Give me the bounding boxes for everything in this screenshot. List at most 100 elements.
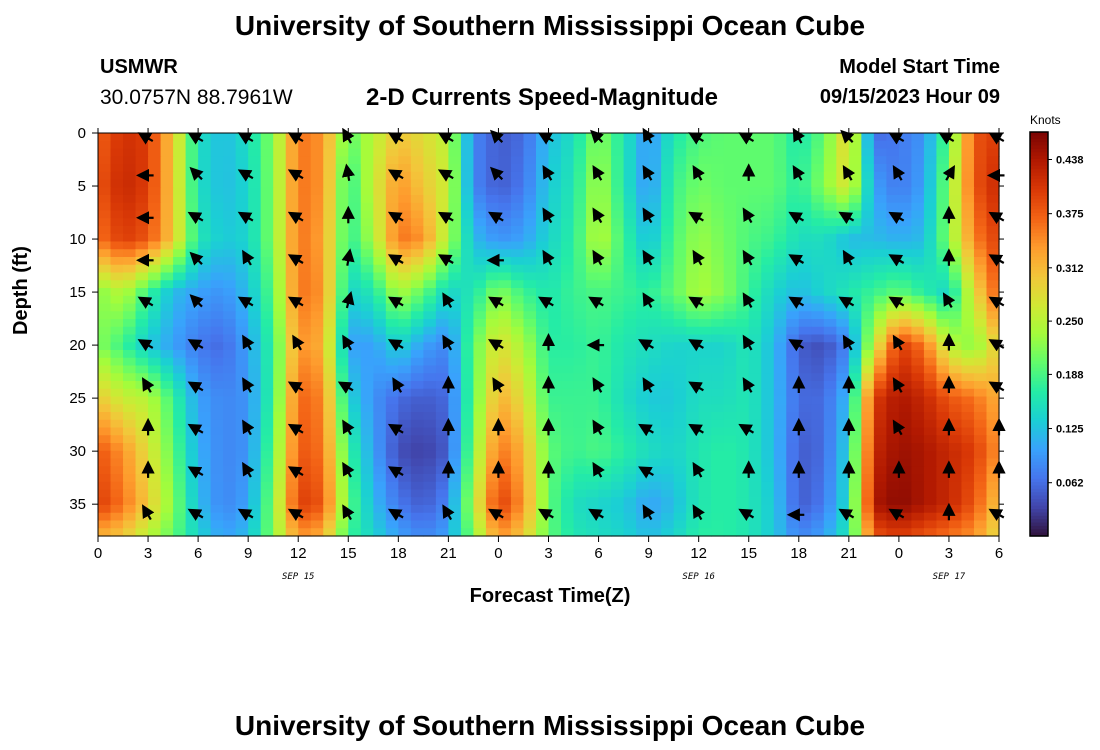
heatmap-cell (298, 528, 312, 537)
heatmap-cell (310, 303, 324, 312)
heatmap-cell (561, 357, 575, 367)
heatmap-cell (623, 164, 637, 173)
heatmap-cell (948, 381, 963, 390)
heatmap-cell (260, 419, 274, 429)
heatmap-cell (510, 350, 525, 359)
heatmap-cell (510, 233, 525, 243)
heatmap-cell (298, 326, 312, 336)
heatmap-cell (836, 381, 850, 390)
heatmap-cell (210, 350, 224, 359)
heatmap-cell (861, 435, 875, 444)
heatmap-cell (248, 419, 262, 429)
heatmap-cell (523, 195, 537, 204)
heatmap-cell (473, 226, 487, 235)
heatmap-cell (673, 164, 687, 173)
heatmap-cell (273, 357, 287, 367)
heatmap-cell (435, 427, 449, 436)
heatmap-cell (160, 303, 174, 312)
heatmap-cell (160, 264, 174, 274)
colorbar-segment (1030, 532, 1048, 537)
heatmap-cell (961, 241, 975, 250)
heatmap-cell (473, 171, 487, 181)
heatmap-cell (148, 388, 162, 398)
heatmap-cell (298, 218, 312, 227)
heatmap-cell (761, 233, 775, 243)
heatmap-cell (811, 156, 825, 165)
heatmap-cell (523, 179, 537, 188)
heatmap-cell (110, 264, 124, 274)
heatmap-cell (948, 202, 963, 212)
colorbar-segment (1030, 448, 1048, 453)
heatmap-cell (223, 528, 237, 537)
colorbar-tick-label: 0.125 (1056, 424, 1084, 436)
heatmap-cell (498, 288, 512, 297)
heatmap-cell (623, 481, 637, 491)
heatmap-cell (948, 412, 963, 421)
heatmap-cell (110, 156, 124, 165)
heatmap-cell (748, 350, 762, 359)
heatmap-cell (473, 427, 487, 436)
heatmap-cell (911, 272, 925, 281)
heatmap-cell (235, 288, 249, 297)
current-vector-arrow (692, 461, 705, 478)
heatmap-cell (448, 187, 462, 196)
heatmap-cell (911, 233, 925, 243)
heatmap-cell (410, 171, 424, 181)
colorbar-segment (1030, 408, 1048, 413)
current-vector-arrow (738, 508, 755, 522)
heatmap-cell (911, 334, 925, 343)
heatmap-cell (673, 257, 687, 266)
heatmap-cell (498, 334, 512, 343)
heatmap-cell (260, 164, 274, 173)
heatmap-cell (673, 497, 687, 506)
heatmap-cell (623, 412, 637, 421)
current-vector-arrow (242, 461, 255, 478)
heatmap-cell (198, 396, 212, 405)
heatmap-cell (911, 419, 925, 429)
heatmap-cell (385, 520, 399, 529)
heatmap-cell (335, 187, 349, 196)
heatmap-cell (510, 435, 525, 444)
heatmap-cell (173, 520, 187, 529)
heatmap-cell (648, 140, 662, 150)
heatmap-cell (698, 187, 712, 196)
heatmap-cell (973, 381, 988, 390)
heatmap-cell (673, 342, 687, 351)
heatmap-cell (598, 412, 612, 421)
heatmap-cell (235, 164, 249, 173)
heatmap-cell (285, 164, 299, 173)
heatmap-cell (923, 133, 938, 142)
heatmap-cell (836, 497, 850, 506)
heatmap-cell (711, 202, 725, 212)
heatmap-cell (586, 326, 600, 336)
heatmap-cell (323, 264, 337, 274)
heatmap-cell (948, 218, 963, 227)
heatmap-cell (98, 396, 112, 405)
heatmap-cell (623, 520, 637, 529)
current-vector-arrow (387, 296, 404, 309)
heatmap-cell (948, 257, 963, 266)
heatmap-cell (523, 164, 537, 173)
heatmap-cell (548, 288, 562, 297)
heatmap-cell (648, 512, 662, 522)
heatmap-cell (823, 450, 837, 460)
heatmap-cell (786, 373, 800, 382)
current-vector-arrow (437, 254, 454, 267)
heatmap-cell (873, 342, 887, 351)
heatmap-cell (235, 435, 249, 444)
heatmap-cell (986, 412, 1000, 421)
heatmap-cell (135, 357, 149, 367)
heatmap-cell (423, 342, 437, 351)
heatmap-cell (723, 474, 737, 483)
heatmap-cell (936, 195, 950, 204)
heatmap-cell (598, 272, 612, 281)
heatmap-cell (973, 202, 988, 212)
heatmap-cell (410, 365, 424, 374)
heatmap-cell (510, 404, 525, 413)
heatmap-cell (761, 404, 775, 413)
heatmap-cell (460, 249, 475, 258)
heatmap-cell (711, 373, 725, 382)
heatmap-cell (260, 334, 274, 343)
heatmap-cell (948, 295, 963, 305)
heatmap-cell (535, 443, 550, 452)
